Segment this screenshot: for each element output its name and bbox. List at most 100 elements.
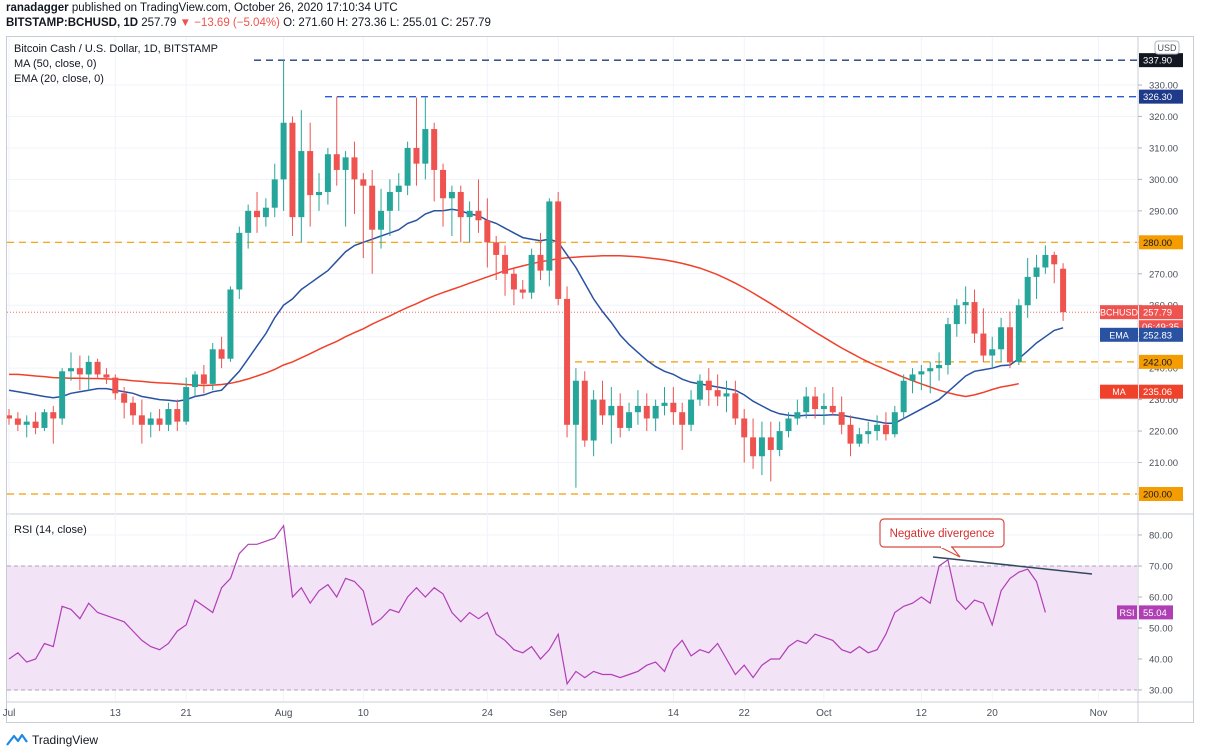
candle: [998, 317, 1005, 362]
candle: [980, 308, 987, 362]
candle: [528, 248, 535, 299]
candle-body: [360, 179, 367, 186]
candle-body: [643, 405, 650, 419]
candle-body: [891, 412, 898, 435]
candle-body: [758, 437, 765, 457]
candle-body: [245, 210, 252, 233]
candle-body: [581, 380, 588, 441]
candle-body: [50, 412, 57, 419]
candle-body: [838, 412, 845, 425]
candle: [688, 390, 695, 432]
support-280-value: 280.00: [1143, 238, 1172, 249]
candle: [324, 147, 331, 205]
candle-body: [865, 431, 872, 435]
legend-rsi[interactable]: RSI (14, close): [14, 524, 87, 536]
resistance-337-value: 337.90: [1143, 56, 1172, 67]
candle: [820, 393, 827, 425]
candle-body: [572, 380, 579, 425]
candle-body: [661, 402, 668, 406]
candle: [829, 387, 836, 416]
candle: [404, 141, 411, 196]
candle: [395, 173, 402, 211]
candle-body: [1060, 268, 1067, 313]
candle: [307, 122, 314, 227]
ohlc-values: O: 271.60 H: 273.36 L: 255.01 C: 257.79: [283, 17, 491, 29]
price-axis-tick: 210.00: [1149, 458, 1178, 469]
candle-body: [386, 191, 393, 211]
legend-ma[interactable]: MA (50, close, 0): [14, 58, 97, 70]
candle: [670, 387, 677, 425]
divergence-trendline[interactable]: [932, 556, 1093, 575]
author-name[interactable]: ranadagger: [6, 2, 69, 14]
legend-ema[interactable]: EMA (20, close, 0): [14, 73, 104, 85]
candle: [555, 191, 562, 306]
rsi-axis-tick: 30.00: [1149, 686, 1173, 697]
candle-body: [307, 151, 314, 196]
candle-body: [626, 412, 633, 428]
price-axis-tick: 220.00: [1149, 427, 1178, 438]
last-price-tag-bg: [1100, 305, 1138, 320]
candle: [537, 232, 544, 281]
candle: [378, 188, 385, 249]
candle: [776, 421, 783, 457]
candle-body: [812, 396, 819, 410]
publish-info: ranadagger published on TradingView.com,…: [6, 2, 398, 14]
candle: [874, 415, 881, 441]
ma-value: 235.06: [1143, 387, 1172, 398]
candle: [989, 336, 996, 369]
time-axis-tick: 14: [668, 708, 680, 719]
rsi-axis-tick: 50.00: [1149, 624, 1173, 635]
candle-body: [980, 333, 987, 356]
rsi-axis-tick: 40.00: [1149, 655, 1173, 666]
footer: TradingView: [6, 731, 98, 749]
ema-value-bg: [1139, 327, 1183, 342]
candle: [147, 412, 154, 438]
time-axis-tick: Sep: [549, 708, 567, 719]
candle-body: [856, 434, 863, 444]
candle-body: [227, 289, 234, 359]
candle: [643, 393, 650, 432]
currency-badge[interactable]: USD: [1154, 40, 1180, 55]
candle: [758, 421, 765, 476]
candle: [962, 286, 969, 325]
candle-body: [537, 254, 544, 271]
candle-body: [652, 405, 659, 419]
candle: [838, 396, 845, 435]
countdown: 06:49:35: [1142, 322, 1179, 333]
candle: [519, 280, 526, 299]
candle-body: [103, 374, 110, 378]
footer-brand[interactable]: TradingView: [32, 733, 99, 747]
candle: [236, 226, 243, 299]
candle-body: [493, 242, 500, 255]
candle: [475, 179, 482, 233]
candle-body: [404, 147, 411, 186]
candle: [936, 352, 943, 381]
support-242-value-bg: [1139, 354, 1183, 369]
candle: [564, 286, 571, 438]
candle: [369, 169, 376, 274]
candle: [351, 141, 358, 214]
candle-body: [874, 424, 881, 432]
candle-body: [59, 371, 66, 419]
candle: [262, 198, 269, 227]
candle: [502, 245, 509, 296]
candle: [732, 380, 739, 425]
candle-body: [94, 361, 101, 375]
candle-body: [688, 399, 695, 425]
candle-body: [741, 418, 748, 438]
candle-body: [457, 191, 464, 218]
candle: [882, 412, 889, 441]
divergence-annotation[interactable]: Negative divergence: [879, 518, 1005, 558]
candle-body: [138, 415, 145, 425]
candle: [493, 236, 500, 281]
candle-body: [174, 409, 181, 422]
candle-body: [1015, 305, 1022, 362]
candle-body: [165, 409, 172, 425]
candle: [927, 361, 934, 394]
last-price-value-bg: [1139, 305, 1183, 320]
candle: [360, 173, 367, 259]
symbol-label: BITSTAMP:BCHUSD, 1D: [6, 17, 139, 29]
candle-body: [936, 365, 943, 369]
candle-body: [962, 302, 969, 306]
